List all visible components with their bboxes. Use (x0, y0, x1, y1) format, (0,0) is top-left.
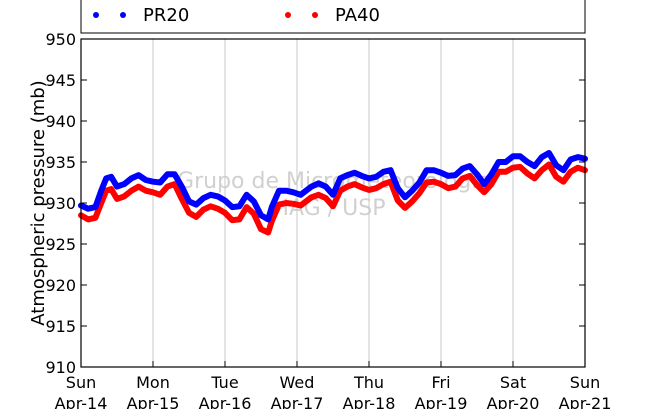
legend-marker-pa40 (312, 12, 318, 18)
x-tick-day-label: Sat (500, 373, 526, 392)
x-tick-date-label: Apr-19 (415, 394, 468, 409)
legend-box (80, 0, 586, 34)
x-tick-day-label: Tue (210, 373, 238, 392)
y-tick-label: 935 (45, 153, 76, 172)
y-tick-label: 940 (45, 112, 76, 131)
x-tick-date-label: Apr-18 (343, 394, 396, 409)
y-tick-label: 945 (45, 71, 76, 90)
y-axis-label: Atmospheric pressure (mb) (28, 80, 49, 325)
x-tick-day-label: Mon (136, 373, 170, 392)
series-layer (78, 150, 588, 236)
x-tick-day-label: Fri (431, 373, 450, 392)
y-tick-label: 910 (45, 358, 76, 377)
y-tick-label: 930 (45, 194, 76, 213)
y-axis: 910 915 920 925 930 935 940 945 950 (45, 30, 585, 377)
x-tick-date-label: Apr-21 (559, 394, 612, 409)
y-tick-label: 950 (45, 30, 76, 49)
legend: PR20 PA40 (93, 5, 380, 26)
x-tick-date-label: Apr-14 (55, 394, 108, 409)
series-line-pr20 (78, 150, 588, 223)
legend-marker-pr20 (120, 12, 126, 18)
legend-label-pr20: PR20 (143, 5, 189, 26)
legend-marker-pa40 (285, 12, 291, 18)
x-tick-day-label: Sun (570, 373, 600, 392)
x-tick-date-label: Apr-15 (127, 394, 180, 409)
x-tick-day-label: Thu (353, 373, 384, 392)
x-tick-day-label: Sun (66, 373, 96, 392)
x-axis: Sun Apr-14 Mon Apr-15 Tue Apr-16 Wed Apr-17 Thu A… (55, 361, 612, 409)
series-line-pa40 (78, 161, 588, 236)
y-tick-label: 925 (45, 235, 76, 254)
legend-marker-pr20 (93, 12, 99, 18)
legend-label-pa40: PA40 (335, 5, 380, 26)
x-tick-day-label: Wed (280, 373, 315, 392)
x-tick-date-label: Apr-17 (271, 394, 324, 409)
x-tick-date-label: Apr-20 (487, 394, 540, 409)
y-tick-label: 920 (45, 276, 76, 295)
grid-lines (152, 39, 514, 367)
x-tick-date-label: Apr-16 (199, 394, 252, 409)
y-tick-label: 915 (45, 317, 76, 336)
